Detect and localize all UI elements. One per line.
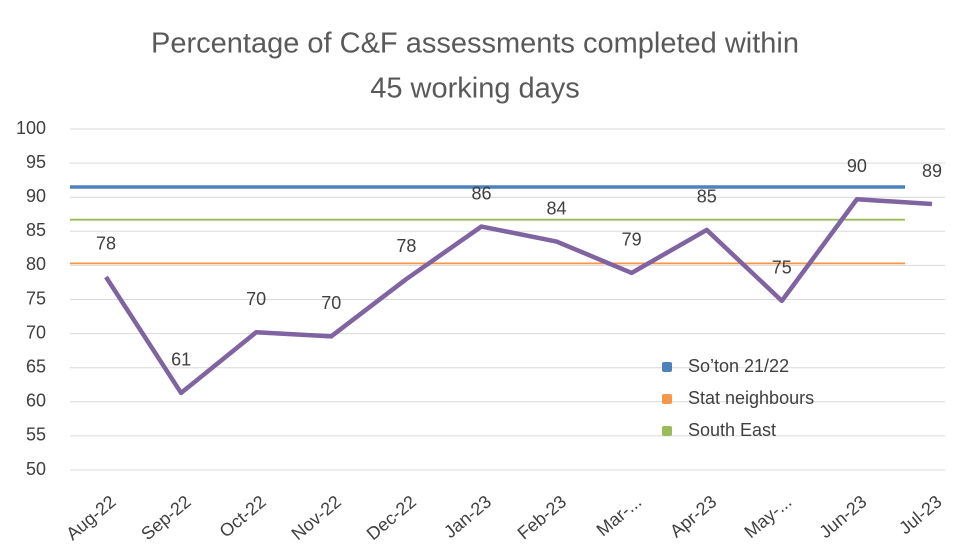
x-tick-label: Feb-23 <box>514 491 571 543</box>
y-tick-label: 50 <box>26 459 46 479</box>
chart-title: Percentage of C&F assessments completed … <box>151 28 799 60</box>
data-label: 90 <box>847 156 867 176</box>
data-label: 70 <box>321 293 341 313</box>
legend-box <box>640 338 862 450</box>
data-label: 78 <box>396 236 416 256</box>
data-label: 89 <box>922 161 942 181</box>
y-tick-label: 80 <box>26 254 46 274</box>
x-tick-label: Oct-22 <box>216 491 270 541</box>
y-tick-label: 95 <box>26 152 46 172</box>
chart-title: 45 working days <box>370 73 580 105</box>
data-label: 79 <box>622 230 642 250</box>
x-tick-label: Apr-23 <box>666 491 720 541</box>
x-tick-label: Dec-22 <box>363 491 420 544</box>
data-label: 86 <box>471 183 491 203</box>
data-label: 61 <box>171 350 191 370</box>
legend-label: So’ton 21/22 <box>688 356 789 376</box>
legend-marker <box>662 362 672 372</box>
x-tick-label: Sep-22 <box>137 491 194 544</box>
y-tick-label: 60 <box>26 391 46 411</box>
x-tick-label: Mar-... <box>593 491 646 540</box>
y-tick-label: 90 <box>26 186 46 206</box>
legend-label: South East <box>688 420 776 440</box>
data-label: 75 <box>772 258 792 278</box>
data-label: 70 <box>246 289 266 309</box>
x-tick-label: Jan-23 <box>440 491 495 542</box>
x-tick-label: Nov-22 <box>288 491 345 544</box>
y-tick-label: 65 <box>26 356 46 376</box>
legend-marker <box>662 394 672 404</box>
data-label: 85 <box>697 187 717 207</box>
x-tick-label: May-... <box>740 491 795 542</box>
y-tick-label: 55 <box>26 425 46 445</box>
legend-label: Stat neighbours <box>688 388 814 408</box>
y-tick-label: 70 <box>26 322 46 342</box>
x-tick-label: Aug-22 <box>62 491 119 544</box>
y-tick-label: 100 <box>16 118 46 138</box>
x-tick-label: Jun-23 <box>816 491 871 542</box>
legend-marker <box>662 426 672 436</box>
data-label: 78 <box>96 234 116 254</box>
data-label: 84 <box>547 198 567 218</box>
y-tick-label: 75 <box>26 288 46 308</box>
y-tick-label: 85 <box>26 220 46 240</box>
data-line <box>104 196 933 396</box>
x-tick-label: Jul-23 <box>895 491 945 538</box>
